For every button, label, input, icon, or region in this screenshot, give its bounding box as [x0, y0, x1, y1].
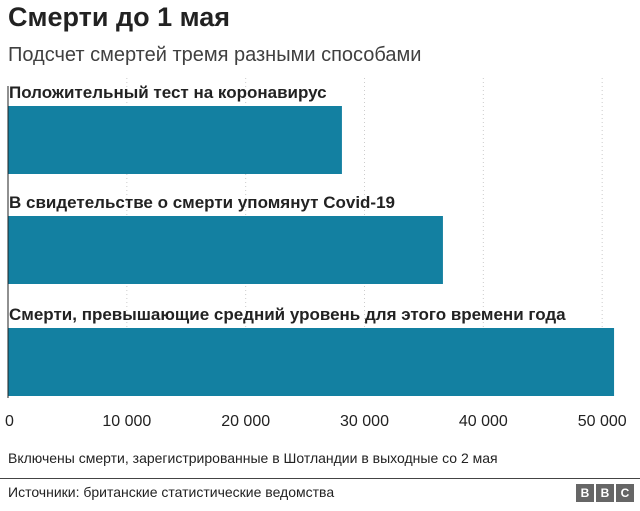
tick-label-5: 50 000 [578, 413, 627, 430]
bbc-logo: B B C [576, 484, 634, 502]
bar-1 [8, 216, 443, 284]
bar-0 [8, 106, 342, 174]
chart-title: Смерти до 1 мая [8, 2, 230, 32]
category-label-2: Смерти, превышающие средний уровень для … [9, 305, 566, 324]
chart-subtitle: Подсчет смертей тремя разными способами [8, 44, 422, 66]
category-label-1: В свидетельстве о смерти упомянут Covid-… [9, 193, 395, 212]
bbc-logo-letter-b2: B [596, 484, 614, 502]
bbc-logo-letter-b1: B [576, 484, 594, 502]
category-label-0: Положительный тест на коронавирус [9, 83, 327, 102]
tick-label-2: 20 000 [221, 413, 270, 430]
tick-label-4: 40 000 [459, 413, 508, 430]
tick-label-0: 0 [5, 413, 14, 430]
tick-label-3: 30 000 [340, 413, 389, 430]
bbc-logo-letter-c: C [616, 484, 634, 502]
footer-divider [0, 478, 640, 479]
footnote: Включены смерти, зарегистрированные в Шо… [8, 450, 498, 466]
bar-chart: Положительный тест на коронавирус В свиде… [5, 78, 627, 430]
bar-2 [8, 328, 615, 396]
source-text: Источники: британские статистические вед… [8, 484, 335, 500]
tick-label-1: 10 000 [102, 413, 151, 430]
